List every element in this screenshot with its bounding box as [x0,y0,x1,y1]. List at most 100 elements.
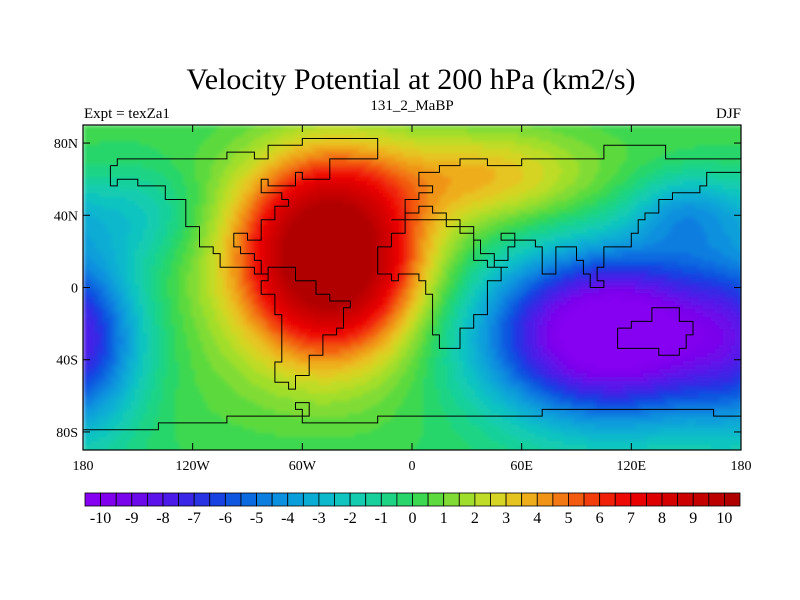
field-cell [483,205,488,210]
field-cell [547,125,552,130]
field-cell [327,201,332,206]
field-cell [575,181,580,186]
field-cell [675,209,680,214]
field-cell [243,181,248,186]
field-cell [455,133,460,138]
field-cell [395,177,400,182]
field-cell [663,181,668,186]
field-cell [315,141,320,146]
field-cell [415,241,420,246]
field-cell [567,125,572,130]
field-cell [603,133,608,138]
field-cell [387,169,392,174]
field-cell [191,201,196,206]
field-cell [91,177,96,182]
field-cell [175,205,180,210]
field-cell [383,137,388,142]
field-cell [583,209,588,214]
field-cell [391,189,396,194]
field-cell [679,133,684,138]
field-cell [507,241,512,246]
field-cell [279,145,284,150]
field-cell [571,141,576,146]
field-cell [375,221,380,226]
field-cell [707,205,712,210]
field-cell [255,181,260,186]
field-cell [95,165,100,170]
field-cell [331,129,336,134]
field-cell [307,141,312,146]
field-cell [539,213,544,218]
field-cell [211,173,216,178]
field-cell [203,197,208,202]
field-cell [523,149,528,154]
field-cell [251,153,256,158]
field-cell [587,153,592,158]
field-cell [491,177,496,182]
field-cell [399,225,404,230]
field-cell [127,209,132,214]
field-cell [695,197,700,202]
field-cell [107,177,112,182]
field-cell [587,181,592,186]
field-cell [403,193,408,198]
field-cell [307,197,312,202]
field-cell [135,245,140,250]
field-cell [347,197,352,202]
field-cell [191,229,196,234]
field-cell [599,173,604,178]
field-cell [99,193,104,198]
field-cell [379,237,384,242]
field-cell [495,221,500,226]
field-cell [203,149,208,154]
field-cell [499,125,504,130]
field-cell [111,145,116,150]
field-cell [119,129,124,134]
field-cell [343,129,348,134]
field-cell [467,141,472,146]
field-cell [239,213,244,218]
field-cell [215,193,220,198]
field-cell [247,225,252,230]
field-cell [343,241,348,246]
field-cell [555,197,560,202]
field-cell [723,145,728,150]
field-cell [127,165,132,170]
field-cell [119,145,124,150]
field-cell [547,129,552,134]
field-cell [419,161,424,166]
field-cell [443,145,448,150]
field-cell [103,177,108,182]
field-cell [431,241,436,246]
field-cell [455,241,460,246]
field-cell [603,149,608,154]
field-cell [559,145,564,150]
field-cell [643,241,648,246]
field-cell [367,201,372,206]
field-cell [727,201,732,206]
field-cell [327,221,332,226]
field-cell [107,233,112,238]
field-cell [511,157,516,162]
field-cell [459,165,464,170]
field-cell [367,221,372,226]
field-cell [579,165,584,170]
field-cell [355,165,360,170]
field-cell [319,125,324,130]
field-cell [347,133,352,138]
field-cell [87,217,92,222]
field-cell [199,137,204,142]
field-cell [479,217,484,222]
field-cell [495,145,500,150]
field-cell [195,225,200,230]
field-cell [559,189,564,194]
field-cell [119,165,124,170]
field-cell [323,185,328,190]
field-cell [107,225,112,230]
field-cell [615,241,620,246]
field-cell [659,149,664,154]
field-cell [351,201,356,206]
field-cell [439,213,444,218]
field-cell [503,221,508,226]
field-cell [571,241,576,246]
